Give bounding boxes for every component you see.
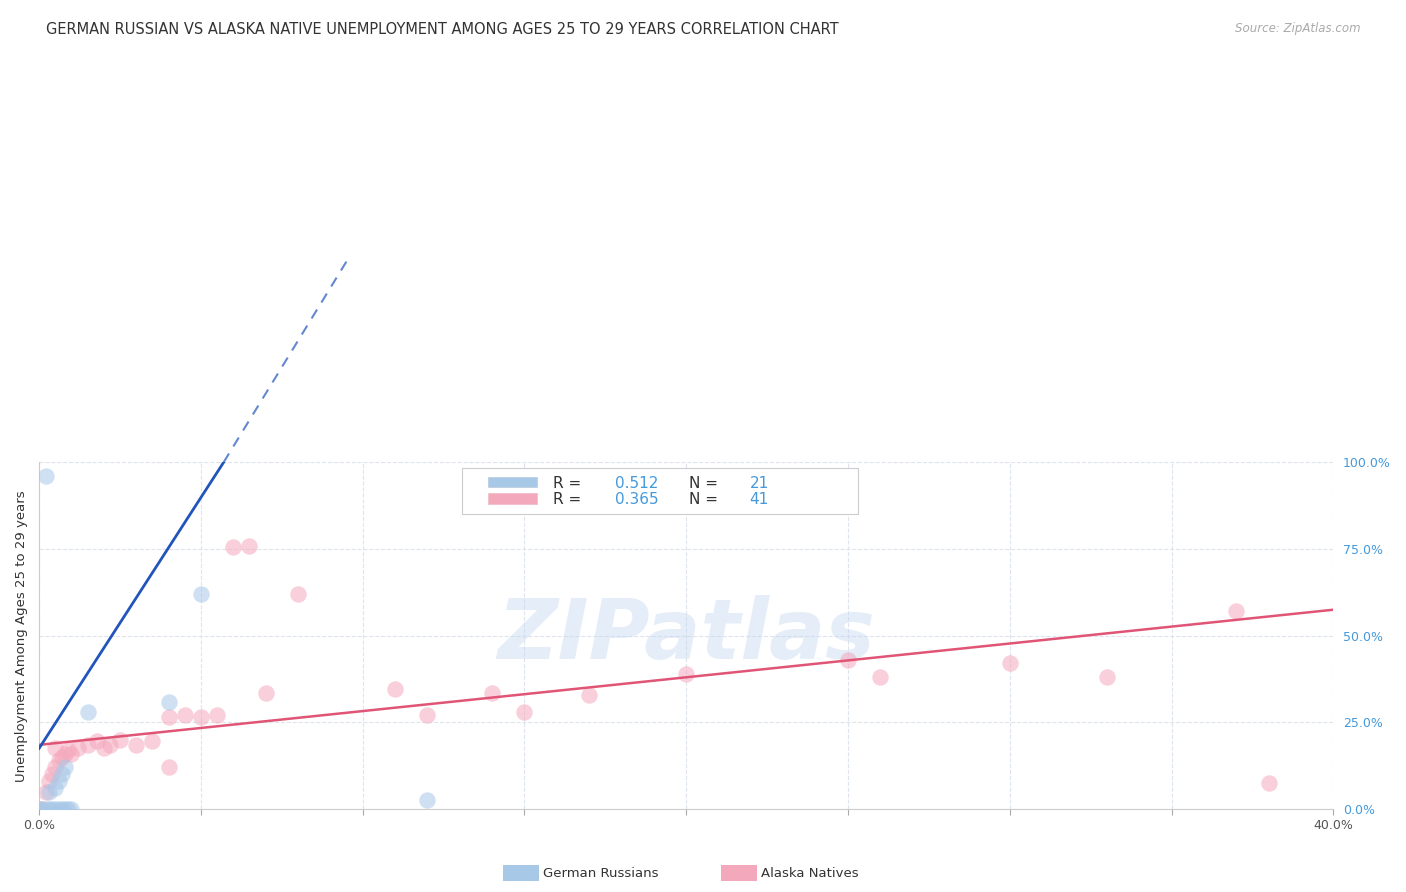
- Text: 0.512: 0.512: [614, 475, 658, 491]
- Point: [416, 793, 439, 807]
- Point: [837, 653, 859, 667]
- Point: [384, 682, 406, 697]
- Point: [58, 743, 80, 757]
- FancyBboxPatch shape: [463, 468, 859, 514]
- Point: [44, 802, 66, 816]
- Point: [125, 738, 148, 752]
- Point: [31, 802, 53, 816]
- Point: [98, 738, 121, 752]
- Point: [58, 802, 80, 816]
- Point: [157, 710, 180, 724]
- Point: [34, 469, 56, 483]
- Point: [41, 767, 63, 781]
- Text: R =: R =: [553, 475, 586, 491]
- Text: 41: 41: [749, 492, 769, 507]
- Text: Alaska Natives: Alaska Natives: [761, 867, 859, 880]
- Point: [869, 670, 891, 684]
- Point: [38, 785, 60, 799]
- Point: [41, 802, 63, 816]
- Point: [28, 802, 51, 816]
- Point: [1225, 604, 1247, 618]
- Point: [254, 686, 277, 700]
- Text: N =: N =: [689, 475, 723, 491]
- Point: [53, 802, 76, 816]
- Text: Source: ZipAtlas.com: Source: ZipAtlas.com: [1236, 22, 1361, 36]
- Text: 0.365: 0.365: [614, 492, 658, 507]
- FancyBboxPatch shape: [488, 493, 537, 504]
- FancyBboxPatch shape: [488, 477, 537, 487]
- Point: [513, 705, 536, 719]
- Point: [44, 741, 66, 756]
- Point: [93, 741, 115, 756]
- Point: [44, 760, 66, 774]
- Point: [108, 732, 131, 747]
- Point: [66, 741, 89, 756]
- Point: [416, 708, 439, 723]
- Point: [1095, 670, 1118, 684]
- Point: [675, 666, 697, 681]
- Point: [34, 802, 56, 816]
- Text: ZIPatlas: ZIPatlas: [498, 595, 875, 676]
- Point: [60, 747, 83, 761]
- Point: [53, 760, 76, 774]
- Point: [173, 708, 195, 723]
- Point: [157, 694, 180, 708]
- Point: [238, 539, 260, 553]
- Text: GERMAN RUSSIAN VS ALASKA NATIVE UNEMPLOYMENT AMONG AGES 25 TO 29 YEARS CORRELATI: GERMAN RUSSIAN VS ALASKA NATIVE UNEMPLOY…: [46, 22, 839, 37]
- Point: [51, 767, 73, 781]
- Point: [157, 760, 180, 774]
- Point: [38, 774, 60, 789]
- Text: German Russians: German Russians: [543, 867, 658, 880]
- Point: [222, 541, 245, 555]
- Point: [28, 802, 51, 816]
- Point: [205, 708, 228, 723]
- Text: 21: 21: [749, 475, 769, 491]
- Point: [76, 705, 98, 719]
- Point: [76, 738, 98, 752]
- Y-axis label: Unemployment Among Ages 25 to 29 years: Unemployment Among Ages 25 to 29 years: [15, 490, 28, 781]
- Point: [190, 587, 212, 601]
- Point: [53, 747, 76, 761]
- Point: [578, 688, 600, 702]
- Point: [287, 587, 309, 601]
- Point: [51, 750, 73, 764]
- Point: [1257, 776, 1279, 790]
- Point: [51, 802, 73, 816]
- Point: [60, 802, 83, 816]
- Point: [481, 686, 503, 700]
- Point: [190, 710, 212, 724]
- Point: [48, 754, 70, 768]
- Point: [141, 734, 163, 748]
- Point: [998, 657, 1021, 671]
- Point: [31, 802, 53, 816]
- Point: [86, 734, 108, 748]
- Point: [44, 781, 66, 796]
- Point: [38, 802, 60, 816]
- Point: [48, 802, 70, 816]
- Point: [48, 774, 70, 789]
- Text: R =: R =: [553, 492, 586, 507]
- Text: N =: N =: [689, 492, 723, 507]
- Point: [34, 785, 56, 799]
